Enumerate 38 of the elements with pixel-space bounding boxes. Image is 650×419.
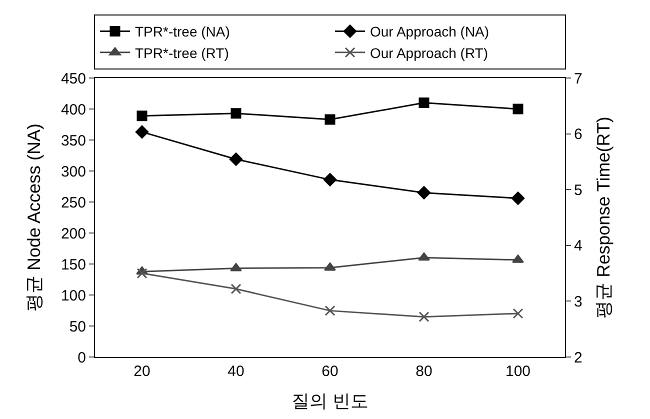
y2-tick-label: 3 [574,293,582,310]
y-tick-label: 400 [60,101,86,118]
x-tick-label: 20 [134,363,150,380]
point [135,125,149,139]
y-tick-label: 150 [60,256,86,274]
legend-label: Our Approach (RT) [370,44,488,61]
legend-label: TPR*-tree (RT) [135,44,229,61]
point [512,104,524,114]
y-tick-label: 50 [69,318,86,336]
point [511,192,525,205]
y-tick-label: 100 [60,287,86,304]
y-axis-title: 평균 Node Access (NA) [24,123,44,312]
y-tick-label: 300 [60,163,86,180]
y-tick-label: 0 [78,349,86,366]
x-axis-title: 질의 빈도 [291,391,369,412]
point [229,152,243,166]
y-tick-label: 200 [60,225,86,242]
y2-tick-label: 2 [574,349,582,366]
x-tick-label: 60 [322,363,338,380]
y-tick-label: 350 [60,132,86,150]
y-tick-label: 450 [60,70,86,88]
point [136,110,148,122]
y2-tick-label: 6 [574,126,582,144]
x-tick-label: 40 [228,363,244,380]
legend-label: TPR*-tree (NA) [135,24,230,40]
y2-axis-title: 평균 Response Time(RT) [593,116,614,318]
y-tick-label: 250 [60,194,86,212]
y2-tick-label: 7 [574,70,582,88]
y2-tick-label: 5 [574,182,582,199]
point [324,114,336,125]
x-tick-label: 80 [416,363,432,380]
point [417,186,431,200]
legend-label: Our Approach (NA) [370,24,490,40]
point [230,108,242,119]
point [323,173,337,186]
y2-tick-label: 4 [574,238,582,255]
point [418,98,430,108]
x-tick-label: 100 [505,363,531,380]
